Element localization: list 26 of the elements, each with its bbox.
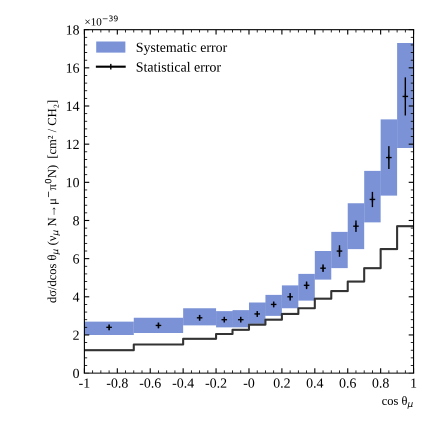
y-tick-label: 12 — [66, 140, 79, 149]
legend-label: Statistical error — [136, 62, 221, 72]
text: ×10$^{−39}$ — [85, 15, 118, 26]
x-tick-label: -1 — [79, 378, 90, 388]
x-tick-label: -0.2 — [206, 378, 226, 388]
y-tick-label: 4 — [72, 292, 80, 302]
x-axis-title: cos θ$_{μ}$ — [382, 396, 413, 409]
y-tick-label: 6 — [73, 254, 80, 264]
y-tick-label: 8 — [73, 216, 80, 226]
y-tick-label: 10 — [66, 178, 80, 188]
x-tick-label: 0.2 — [274, 378, 290, 388]
y-tick-label: 14 — [66, 102, 80, 111]
legend-label: Systematic error — [136, 42, 228, 55]
x-tick-label: -0.6 — [140, 378, 161, 388]
y-tick-label: 0 — [73, 368, 80, 378]
y-tick-label: 2 — [73, 330, 79, 340]
x-tick-label: 1 — [411, 378, 416, 388]
x-tick-label: -0.4 — [172, 378, 194, 388]
y-tick-label: 16 — [66, 63, 80, 73]
x-tick-label: 0.4 — [306, 378, 324, 388]
x-tick-label: -0.8 — [106, 378, 128, 388]
x-tick-label: 0.8 — [372, 378, 389, 388]
y-tick-label: 18 — [66, 25, 80, 35]
x-tick-label: 0.6 — [340, 378, 356, 388]
x-tick-label: -0 — [244, 378, 254, 388]
text: dσ/dcos θ$_{μ}$ (ν$_{μ}$ N→μ$^{−}$π$^{0}$N) [cm² / CH₂] — [44, 100, 60, 303]
